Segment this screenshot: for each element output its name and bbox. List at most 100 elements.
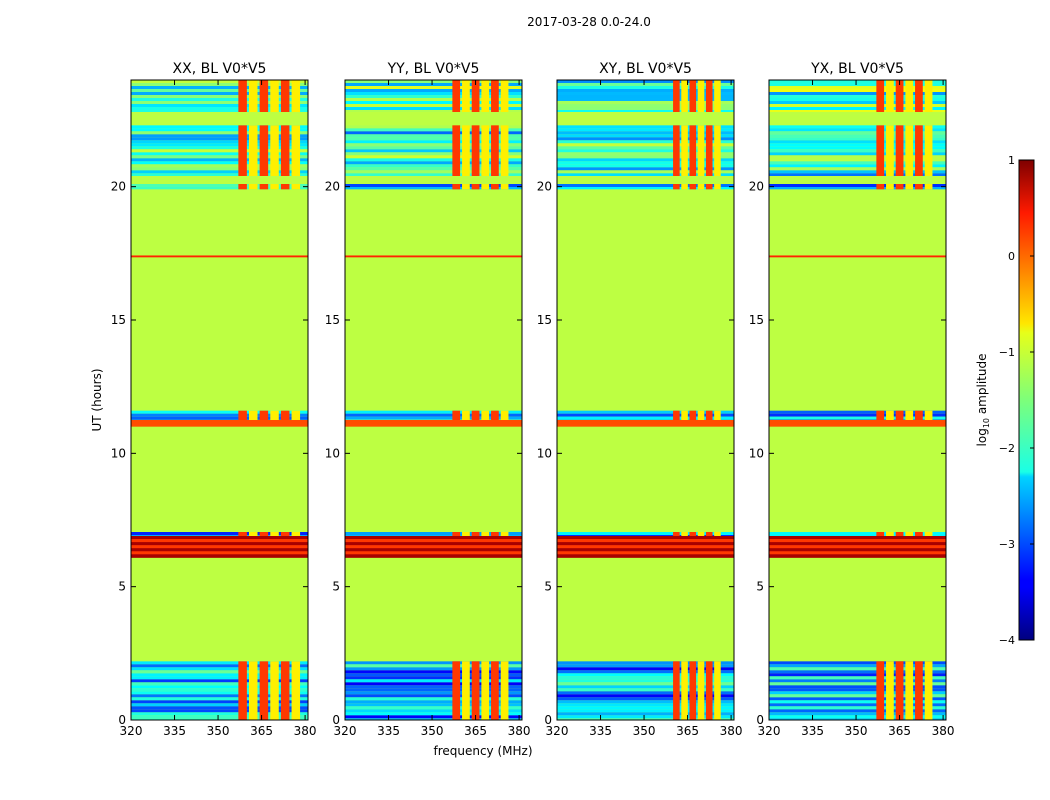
rfi-column [471,125,480,176]
band-row [769,80,946,83]
band-row [769,143,946,147]
band-row [345,110,522,112]
band-row [131,532,308,535]
band-row [557,140,734,144]
band-row [557,128,734,132]
rfi-column [471,184,480,190]
rfi-column [905,184,914,190]
band-row [769,661,946,665]
rfi-column [249,661,258,720]
band-row [131,98,308,101]
rfi-column [462,410,470,420]
rfi-column [905,410,914,420]
band-row [345,143,522,147]
x-tick-label: 380 [508,724,531,738]
band-row [769,535,946,536]
band-row [131,104,308,107]
band-row [345,539,522,543]
band-row [345,184,522,187]
rfi-column [500,661,509,720]
band-row [557,697,734,701]
band-row [345,542,522,546]
band-row [131,667,308,671]
rfi-column [681,184,688,190]
band-row [131,143,308,147]
band-row [557,410,734,414]
rfi-column [689,125,697,176]
band-row [131,173,308,176]
band-row [131,535,308,536]
rfi-column [238,125,247,176]
y-tick-label: 10 [537,446,552,460]
rfi-column [705,125,713,176]
rfi-column [452,532,461,536]
band-row [131,685,308,689]
band-row [557,539,734,543]
band-row [769,694,946,698]
heatmap-band [131,661,308,720]
heatmap-band [345,80,522,112]
rfi-column [259,410,269,420]
rfi-column [915,184,923,190]
band-row [131,676,308,680]
band-row [557,149,734,153]
band-row [345,92,522,95]
band-row [131,128,308,132]
y-tick-label: 15 [749,313,764,327]
heatmap-band [345,420,522,427]
heatmap-band [131,125,308,176]
rfi-column [905,661,914,720]
heatmap-band [131,410,308,420]
band-row [345,134,522,138]
rfi-column [673,532,680,536]
band-row [131,542,308,546]
band-row [769,551,946,555]
rfi-column [238,661,247,720]
band-row [345,694,522,698]
y-tick-label: 20 [537,180,552,194]
band-row [557,107,734,110]
rfi-column [681,80,688,112]
rfi-column [915,80,923,112]
rfi-column [259,184,269,190]
rfi-column [481,125,490,176]
heatmap-band [557,420,734,427]
band-row [557,706,734,710]
heatmap-band [131,184,308,190]
band-row [557,542,734,546]
band-row [557,416,734,420]
band-row [769,83,946,86]
panel-frame [130,79,309,721]
rfi-column [924,410,933,420]
band-row [345,545,522,549]
band-row [769,539,946,543]
band-row [557,664,734,668]
band-row [345,685,522,689]
band-row [131,703,308,707]
rfi-column [673,125,680,176]
band-row [557,548,734,552]
rfi-column [924,125,933,176]
rfi-column [705,661,713,720]
band-row [131,679,308,683]
band-row [131,255,308,258]
rfi-column [924,661,933,720]
band-row [131,187,308,190]
band-row [345,95,522,98]
y-tick-label: 10 [325,446,340,460]
band-row [345,709,522,713]
heatmap-band [557,536,734,558]
band-row [345,715,522,719]
rfi-column [924,80,933,112]
rfi-column [280,410,290,420]
rfi-column [471,410,480,420]
band-row [769,128,946,132]
rfi-column [238,410,247,420]
band-row [769,164,946,168]
band-row [557,187,734,190]
rfi-column [681,532,688,536]
band-row [345,673,522,677]
band-row [345,661,522,665]
heatmap-band [769,410,946,420]
